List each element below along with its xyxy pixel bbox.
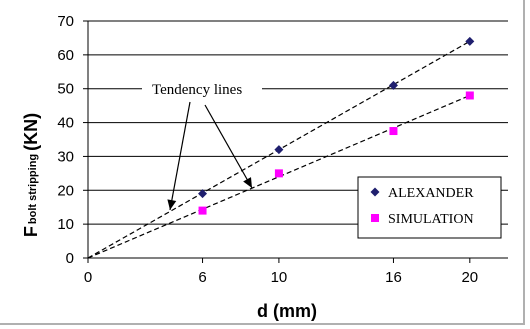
arrow-left-shaft [169,101,191,211]
legend-label-alexander: ALEXANDER [388,186,474,201]
point-simulation-6 [198,206,207,215]
arrow-right-head [243,177,252,188]
x-tick-labels: 0 6 10 16 20 [84,269,478,286]
data-points [198,36,475,215]
trend-line-simulation [87,94,471,259]
y-tick-label-30: 30 [57,148,74,165]
y-tick-labels: 0 10 20 30 40 50 60 70 [57,13,74,267]
y-tick-label-50: 50 [57,81,74,98]
axes [83,20,508,263]
point-simulation-10 [274,169,283,178]
annotation-tendency-lines: Tendency lines [152,82,242,98]
point-simulation-20 [465,91,474,100]
point-alexander-20 [465,36,475,46]
legend-marker-alexander [370,187,380,197]
point-simulation-16 [389,127,398,136]
y-axis-title: Fbolt stripping (KN) [21,113,41,237]
legend-label-simulation: SIMULATION [388,212,474,227]
x-tick-label-20: 20 [461,269,478,286]
point-alexander-16 [388,80,398,90]
y-tick-label-60: 60 [57,47,74,64]
y-tick-label-20: 20 [57,182,74,199]
legend-box [357,176,502,239]
arrow-right-shaft [204,104,253,189]
y-tick-label-40: 40 [57,115,74,132]
y-tick-label-70: 70 [57,13,74,30]
chart-frame: 0 10 20 30 40 50 60 70 0 6 10 16 20 Tendency lines … [0,0,525,325]
x-axis-title: d (mm) [257,301,317,321]
y-axis-title-unit: (KN) [21,113,41,151]
y-axis-title-subscript: bolt stripping [27,154,39,224]
x-tick-label-16: 16 [385,269,402,286]
y-axis-title-main: F [21,226,41,237]
legend: ALEXANDER SIMULATION [357,176,502,239]
x-tick-label-10: 10 [271,269,288,286]
y-tick-label-0: 0 [66,250,74,267]
point-alexander-6 [198,189,208,199]
y-tick-label-10: 10 [57,216,74,233]
point-alexander-10 [274,145,284,155]
arrow-left-head [167,199,177,210]
x-tick-label-0: 0 [84,269,92,286]
legend-marker-simulation [371,214,379,222]
annotation-arrows [167,101,253,211]
x-tick-label-6: 6 [198,269,206,286]
